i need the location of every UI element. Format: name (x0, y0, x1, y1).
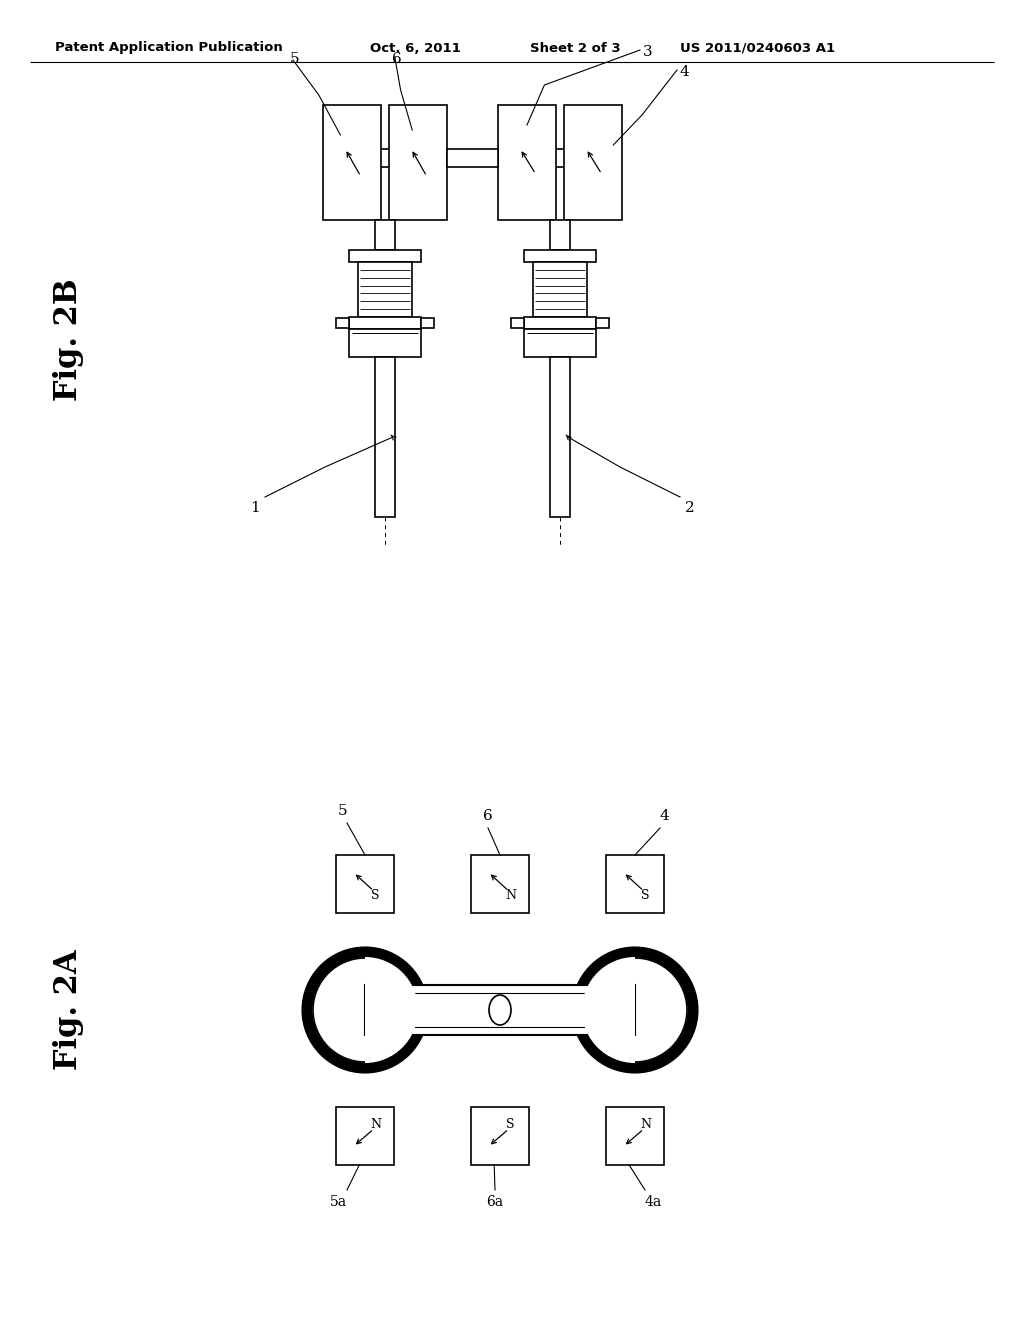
Text: N: N (505, 890, 516, 902)
Bar (524, 317, 596, 329)
Bar (524, 249, 596, 261)
Text: 4: 4 (660, 809, 670, 822)
Bar (524, 329, 596, 356)
Bar (375, 220, 395, 249)
Bar (606, 1107, 664, 1166)
Text: 4: 4 (680, 65, 690, 79)
Bar (349, 317, 421, 329)
Text: 4a: 4a (645, 1195, 663, 1209)
Bar (471, 855, 529, 913)
Text: Fig. 2B: Fig. 2B (52, 279, 84, 401)
Text: Sheet 2 of 3: Sheet 2 of 3 (530, 41, 621, 54)
Bar (447, 149, 498, 168)
Bar (336, 855, 394, 913)
Text: 6a: 6a (486, 1195, 504, 1209)
Bar (336, 318, 349, 327)
Bar (498, 106, 556, 220)
Text: S: S (371, 890, 380, 902)
Bar (336, 1107, 394, 1166)
Bar (375, 356, 395, 517)
Text: N: N (640, 1118, 651, 1131)
Bar (534, 261, 587, 317)
Ellipse shape (489, 995, 511, 1026)
Text: S: S (506, 1118, 515, 1131)
Bar (471, 1107, 529, 1166)
Text: 2: 2 (685, 502, 694, 515)
Text: N: N (370, 1118, 381, 1131)
Text: Fig. 2A: Fig. 2A (52, 950, 84, 1071)
Circle shape (307, 952, 423, 1068)
Text: 6: 6 (483, 809, 493, 822)
Text: US 2011/0240603 A1: US 2011/0240603 A1 (680, 41, 836, 54)
Text: 5: 5 (290, 51, 300, 66)
Text: 5: 5 (337, 804, 347, 818)
Text: 5a: 5a (330, 1195, 347, 1209)
Bar (349, 249, 421, 261)
Bar (550, 356, 570, 517)
Bar (421, 318, 434, 327)
Text: Oct. 6, 2011: Oct. 6, 2011 (370, 41, 461, 54)
Text: 3: 3 (643, 45, 652, 59)
Bar (365, 985, 635, 1035)
Wedge shape (365, 957, 418, 1063)
Bar (606, 855, 664, 913)
Bar (323, 106, 381, 220)
Circle shape (577, 952, 693, 1068)
Bar (358, 261, 412, 317)
Text: S: S (641, 890, 649, 902)
Text: 6: 6 (392, 51, 401, 66)
Bar (550, 220, 570, 249)
Bar (564, 106, 622, 220)
Text: Patent Application Publication: Patent Application Publication (55, 41, 283, 54)
Text: 1: 1 (250, 502, 260, 515)
Bar (389, 106, 447, 220)
Bar (596, 318, 609, 327)
Bar (511, 318, 524, 327)
Wedge shape (582, 957, 635, 1063)
Bar (349, 329, 421, 356)
